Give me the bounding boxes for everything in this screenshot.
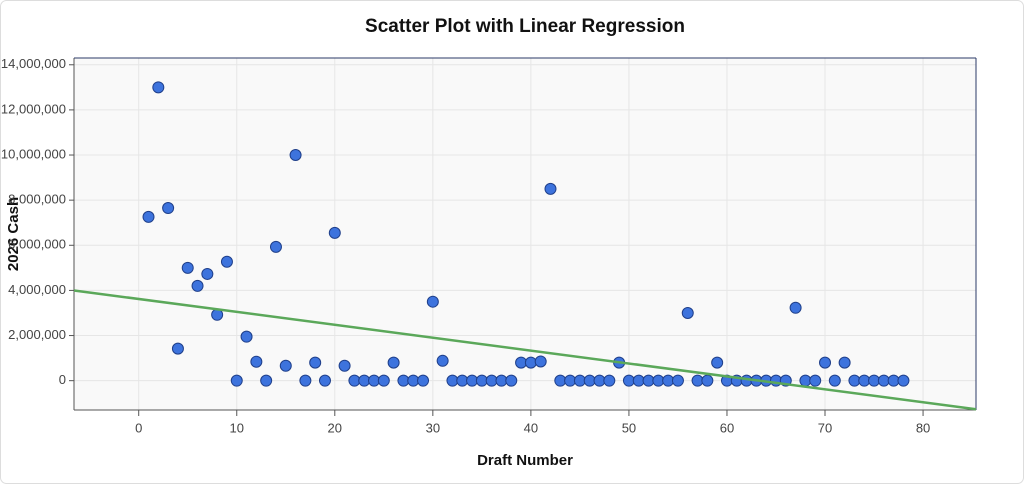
x-tick-label: 70 [818,420,832,435]
y-tick-label: 6,000,000 [8,237,66,252]
y-tick-label: 2,000,000 [8,327,66,342]
y-tick-label: 0 [59,372,66,387]
chart-title: Scatter Plot with Linear Regression [365,16,685,37]
x-tick-label: 40 [524,420,538,435]
y-tick-label: 14,000,000 [1,56,66,71]
point [171,342,184,355]
point [201,267,214,280]
point [250,355,263,368]
y-tick-label: 10,000,000 [1,146,66,161]
point [318,374,331,387]
point [152,81,165,94]
point [220,255,233,268]
point [240,330,253,343]
point [269,240,282,253]
y-tick-label: 8,000,000 [8,192,66,207]
x-tick-label: 20 [328,420,342,435]
point [377,374,390,387]
point [436,354,449,367]
point [544,182,557,195]
x-tick-label: 80 [916,420,930,435]
x-tick-label: 60 [720,420,734,435]
y-tick-label: 12,000,000 [1,101,66,116]
point [309,356,322,369]
point [681,306,694,319]
point [505,374,518,387]
point [417,374,430,387]
point [299,374,312,387]
point [181,261,194,274]
y-axis-label: 2026 Cash [5,197,22,271]
x-axis-label: Draft Number [477,452,573,469]
x-tick-label: 10 [230,420,244,435]
point [671,374,684,387]
plot-area [74,58,976,410]
point [260,374,273,387]
y-tick-label: 4,000,000 [8,282,66,297]
point [387,356,400,369]
point [897,374,910,387]
point [809,374,822,387]
plot-layer: 0 2,000,000 4,000,000 6,000,000 8,000,000 10,… [1,56,977,435]
point [230,374,243,387]
point [338,359,351,372]
x-tick-label: 0 [135,420,142,435]
x-tick-label: 30 [426,420,440,435]
point [279,359,292,372]
point [162,202,175,215]
point [603,374,616,387]
point [289,149,302,162]
point [328,226,341,239]
point [838,356,851,369]
point [191,279,204,292]
point [534,355,547,368]
point [819,356,832,369]
point [789,301,802,314]
point [828,374,841,387]
point [701,374,714,387]
point [711,356,724,369]
point [142,210,155,223]
point [524,356,537,369]
regression-line [73,289,977,411]
point [426,295,439,308]
x-tick-label: 50 [622,420,636,435]
